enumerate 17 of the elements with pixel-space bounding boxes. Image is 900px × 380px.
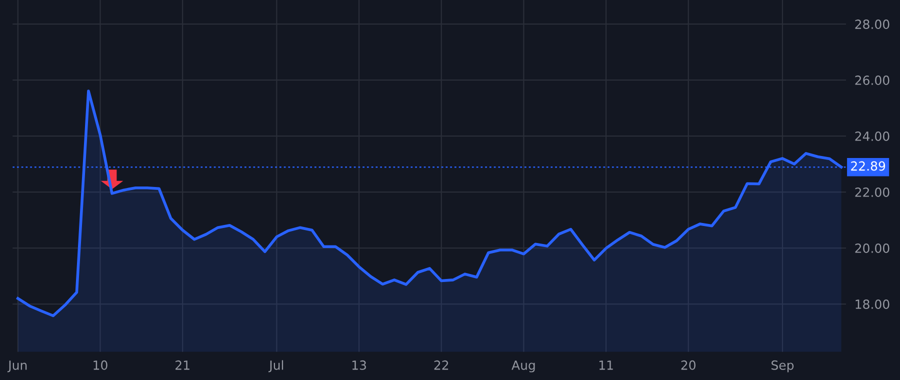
x-tick-label: Jul [268, 360, 284, 372]
x-tick-label: 21 [176, 360, 190, 370]
y-tick-label: 28.00 [855, 20, 890, 29]
x-tick-label: Jun [7, 360, 27, 372]
y-tick-label: 18.00 [856, 299, 890, 309]
y-tick-label: 22.00 [855, 188, 890, 197]
x-tick-label: 20 [681, 360, 696, 370]
y-tick-label: 26.00 [855, 76, 890, 85]
x-tick-label: 10 [94, 360, 108, 370]
y-tick-label: 24.00 [855, 132, 890, 141]
x-tick-label: 11 [599, 360, 613, 370]
x-tick-label: Sep [772, 360, 794, 372]
x-tick-label: 13 [352, 360, 366, 370]
x-tick-label: 22 [434, 360, 448, 370]
ref-line-label: 22.89 [851, 161, 886, 171]
y-tick-label: 20.00 [855, 243, 890, 253]
x-tick-label: Aug [512, 360, 535, 372]
